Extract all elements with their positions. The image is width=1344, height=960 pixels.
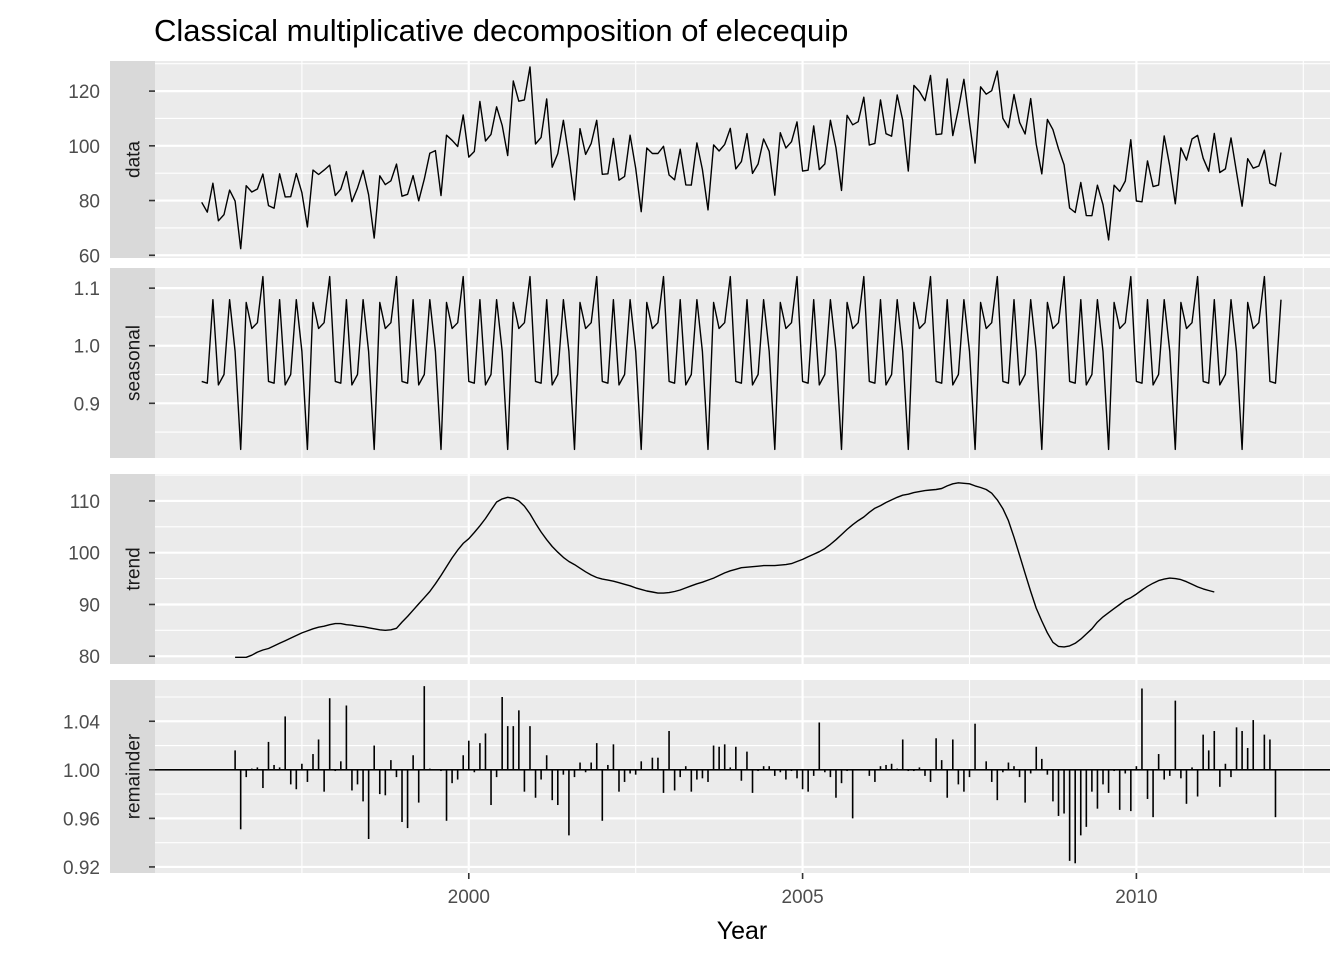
panel-strip-label: seasonal	[124, 325, 145, 401]
panel-strip	[110, 474, 155, 664]
panel-strip	[110, 61, 155, 258]
trend-series-line	[235, 482, 1215, 658]
panel-data: data 60 80 100 120	[68, 61, 1330, 267]
panel-strip-label: remainder	[124, 733, 145, 819]
y-tick-label: 80	[79, 192, 100, 213]
y-tick-label: 60	[79, 246, 100, 267]
y-tick-label: 110	[70, 492, 100, 513]
y-tick-label: 1.1	[74, 279, 100, 300]
y-tick-label: 1.0	[74, 337, 100, 358]
y-tick-label: 90	[79, 595, 100, 616]
chart-title: Classical multiplicative decomposition o…	[154, 13, 848, 48]
data-series-line	[201, 66, 1282, 250]
panel-strip-label: trend	[124, 547, 145, 590]
seasonal-series-line	[201, 275, 1282, 451]
panel-seasonal: seasonal 0.9 1.0 1.1	[74, 268, 1330, 458]
y-tick-label: 0.92	[63, 858, 100, 879]
x-tick-label: 2000	[448, 887, 490, 908]
y-tick-label: 120	[68, 82, 100, 103]
panel-strip-label: data	[124, 141, 145, 178]
panel-strip	[110, 680, 155, 873]
y-tick-label: 100	[68, 137, 100, 158]
y-tick-label: 100	[68, 544, 100, 565]
x-axis-title: Year	[717, 917, 768, 945]
panel-background	[155, 680, 1330, 873]
panel-strip	[110, 268, 155, 458]
y-tick-label: 1.00	[63, 761, 100, 782]
panel-background	[155, 474, 1330, 664]
panel-trend: trend 80 90 100 110	[68, 474, 1330, 668]
x-axis: 2000 2005 2010	[448, 873, 1158, 908]
panels: data 60 80 100 120 seasonal 0.9 1.0 1.1 trend 80 90…	[63, 61, 1330, 879]
panel-remainder: remainder 0.92 0.96 1.00 1.04	[63, 680, 1330, 879]
y-tick-label: 80	[79, 647, 100, 668]
y-tick-label: 0.96	[63, 809, 100, 830]
y-tick-label: 0.9	[74, 394, 100, 415]
y-tick-label: 1.04	[63, 712, 100, 733]
x-tick-label: 2005	[781, 887, 823, 908]
x-tick-label: 2010	[1115, 887, 1157, 908]
